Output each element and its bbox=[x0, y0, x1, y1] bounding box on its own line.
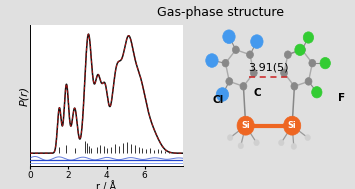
Circle shape bbox=[280, 69, 288, 77]
Circle shape bbox=[226, 78, 233, 85]
Circle shape bbox=[284, 116, 301, 135]
Circle shape bbox=[291, 83, 298, 90]
Text: Si: Si bbox=[241, 121, 250, 130]
Circle shape bbox=[312, 87, 322, 98]
Text: F: F bbox=[338, 93, 345, 103]
Circle shape bbox=[284, 51, 291, 58]
Circle shape bbox=[222, 59, 229, 67]
Circle shape bbox=[223, 30, 235, 43]
Circle shape bbox=[305, 78, 312, 85]
X-axis label: r / Å: r / Å bbox=[97, 182, 116, 189]
Circle shape bbox=[320, 57, 331, 69]
Circle shape bbox=[254, 140, 259, 146]
Circle shape bbox=[247, 51, 253, 58]
Circle shape bbox=[309, 59, 316, 67]
Circle shape bbox=[206, 54, 218, 67]
Circle shape bbox=[291, 143, 296, 149]
Circle shape bbox=[216, 88, 229, 101]
Circle shape bbox=[303, 32, 313, 43]
Text: Gas-phase structure: Gas-phase structure bbox=[157, 6, 284, 19]
Circle shape bbox=[250, 69, 257, 77]
Text: 3.91(5): 3.91(5) bbox=[248, 62, 289, 72]
Circle shape bbox=[240, 83, 247, 90]
Text: C: C bbox=[253, 88, 261, 98]
Circle shape bbox=[237, 116, 254, 135]
Text: Cl: Cl bbox=[213, 95, 224, 105]
Text: Si: Si bbox=[288, 121, 296, 130]
Y-axis label: P(r): P(r) bbox=[19, 85, 29, 105]
Circle shape bbox=[251, 35, 263, 48]
Circle shape bbox=[295, 44, 305, 56]
Circle shape bbox=[305, 135, 310, 141]
Circle shape bbox=[279, 140, 284, 146]
Circle shape bbox=[299, 46, 305, 53]
Circle shape bbox=[228, 135, 233, 141]
Circle shape bbox=[238, 143, 244, 149]
Circle shape bbox=[233, 46, 239, 53]
